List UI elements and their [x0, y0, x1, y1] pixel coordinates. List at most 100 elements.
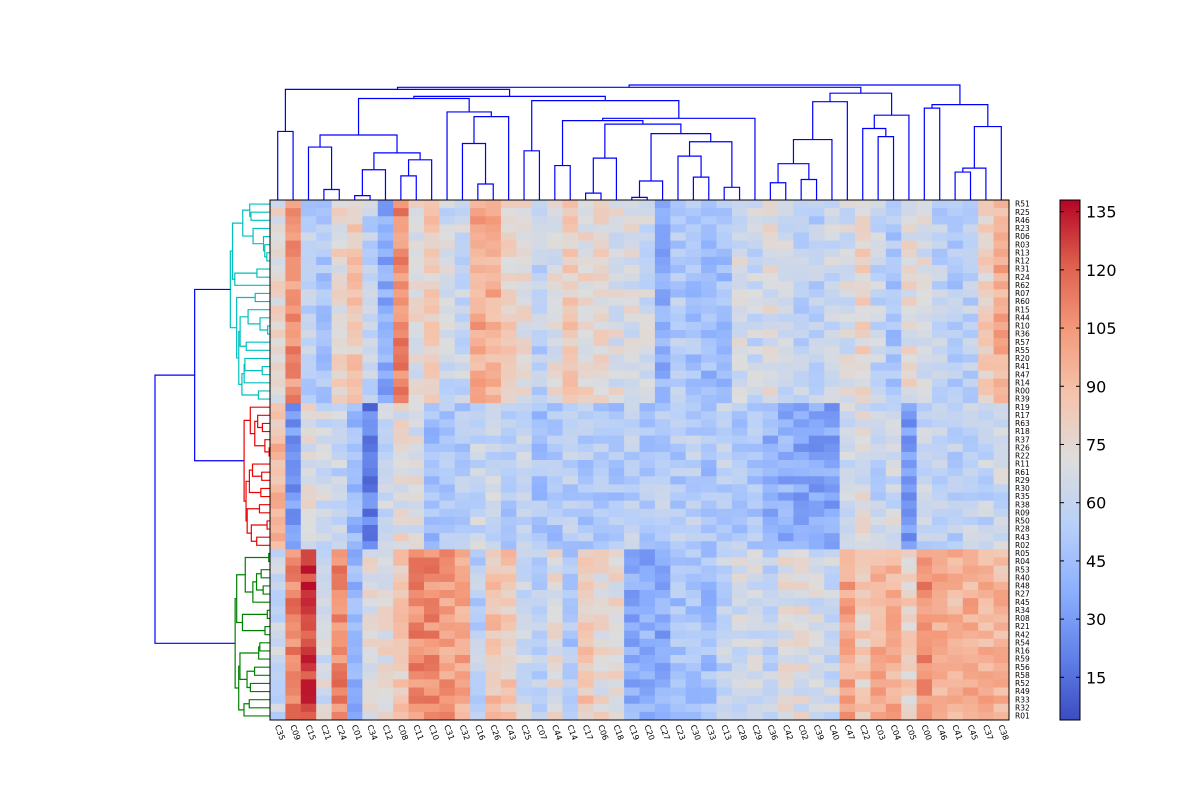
- heatmap-cell: [439, 427, 456, 437]
- colorbar-tick-label: 60: [1086, 494, 1106, 513]
- heatmap-cell: [624, 549, 640, 558]
- heatmap-cell: [270, 598, 286, 607]
- heatmap-cell: [639, 565, 656, 575]
- heatmap-cell: [747, 508, 764, 518]
- row-dendrogram-link: [262, 585, 270, 595]
- heatmap-cell: [993, 435, 1010, 445]
- heatmap-cell: [670, 411, 687, 420]
- heatmap-cell: [947, 541, 964, 550]
- heatmap-cell: [423, 362, 440, 372]
- heatmap-cell: [454, 403, 471, 412]
- heatmap-cell: [331, 630, 348, 640]
- heatmap-cell: [993, 411, 1010, 420]
- heatmap-cell: [608, 671, 625, 680]
- heatmap-cell: [377, 370, 394, 380]
- heatmap-cell: [901, 451, 918, 461]
- heatmap-cell: [685, 533, 702, 542]
- heatmap-cell: [978, 565, 995, 575]
- heatmap-cell: [962, 533, 979, 542]
- heatmap-cell: [547, 411, 563, 420]
- heatmap-cell: [285, 200, 302, 209]
- heatmap-cell: [993, 265, 1010, 274]
- heatmap-cell: [839, 289, 856, 298]
- heatmap-cell: [870, 435, 887, 445]
- heatmap-cell: [516, 525, 533, 534]
- heatmap-cell: [701, 484, 717, 493]
- heatmap-cell: [485, 606, 502, 615]
- heatmap-cell: [270, 671, 286, 680]
- heatmap-cell: [516, 476, 533, 485]
- heatmap-cell: [516, 679, 533, 688]
- heatmap-cell: [731, 516, 748, 526]
- heatmap-cell: [731, 695, 748, 705]
- heatmap-cell: [547, 508, 563, 518]
- heatmap-cell: [439, 289, 456, 298]
- heatmap-cell: [747, 581, 764, 591]
- heatmap-cell: [470, 671, 486, 680]
- heatmap-cell: [577, 281, 594, 290]
- heatmap-cell: [593, 581, 610, 591]
- heatmap-cell: [962, 354, 979, 363]
- heatmap-cell: [639, 435, 656, 445]
- heatmap-cell: [316, 630, 332, 640]
- heatmap-cell: [839, 273, 856, 282]
- heatmap-cell: [531, 687, 548, 697]
- heatmap-cell: [516, 557, 533, 567]
- heatmap-cell: [885, 370, 902, 380]
- heatmap-cell: [393, 508, 409, 518]
- heatmap-cell: [870, 484, 887, 493]
- heatmap-cell: [747, 265, 764, 274]
- heatmap-cell: [562, 289, 579, 298]
- heatmap-cell: [608, 265, 625, 274]
- heatmap-cell: [331, 370, 348, 380]
- heatmap-cell: [362, 289, 379, 298]
- heatmap-cell: [270, 451, 286, 461]
- heatmap-cell: [639, 492, 656, 502]
- heatmap-cell: [377, 216, 394, 225]
- heatmap-cell: [962, 256, 979, 266]
- heatmap-cell: [608, 289, 625, 298]
- heatmap-cell: [316, 273, 332, 282]
- heatmap-cell: [547, 362, 563, 372]
- heatmap-cell: [731, 354, 748, 363]
- heatmap-cell: [362, 321, 379, 331]
- heatmap-cell: [870, 256, 887, 266]
- heatmap-cell: [993, 549, 1010, 558]
- heatmap-cell: [500, 460, 517, 469]
- heatmap-cell: [531, 525, 548, 534]
- heatmap-cell: [916, 655, 933, 664]
- heatmap-cell: [608, 606, 625, 615]
- heatmap-cell: [639, 289, 656, 298]
- heatmap-cell: [762, 508, 779, 518]
- heatmap-cell: [947, 525, 964, 534]
- heatmap-cell: [808, 386, 825, 396]
- heatmap-cell: [762, 598, 779, 607]
- heatmap-cell: [839, 695, 856, 705]
- heatmap-cell: [562, 305, 579, 315]
- heatmap-cell: [331, 508, 348, 518]
- heatmap-cell: [608, 484, 625, 493]
- heatmap-cell: [547, 492, 563, 502]
- heatmap-cell: [393, 338, 409, 347]
- heatmap-cell: [793, 273, 810, 282]
- heatmap-cell: [901, 362, 918, 372]
- column-dendrogram-link: [585, 192, 602, 200]
- heatmap-cell: [270, 492, 286, 502]
- heatmap-cell: [577, 590, 594, 599]
- heatmap-cell: [885, 411, 902, 420]
- heatmap-cell: [932, 354, 948, 363]
- heatmap-cell: [285, 273, 302, 282]
- heatmap-cell: [639, 468, 656, 477]
- column-dendrogram-link: [954, 171, 972, 200]
- column-label: C16: [473, 724, 487, 742]
- heatmap-cell: [654, 622, 671, 632]
- row-label: R37: [1015, 435, 1030, 444]
- heatmap-cell: [316, 687, 332, 697]
- heatmap-cell: [855, 663, 871, 672]
- heatmap-cell: [885, 240, 902, 250]
- heatmap-cell: [270, 224, 286, 233]
- heatmap-cell: [808, 281, 825, 290]
- heatmap-cell: [870, 419, 887, 428]
- heatmap-cell: [885, 679, 902, 688]
- heatmap-cell: [408, 590, 425, 599]
